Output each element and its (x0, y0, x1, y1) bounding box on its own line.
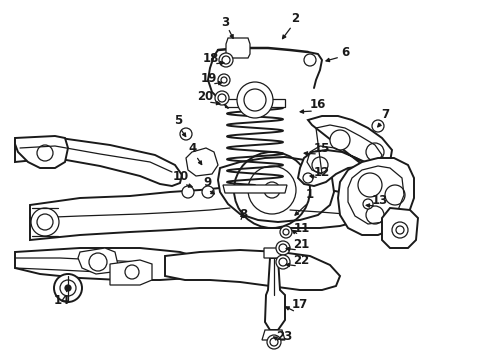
Text: 9: 9 (203, 176, 211, 189)
Polygon shape (30, 185, 359, 240)
Circle shape (266, 335, 281, 349)
Polygon shape (225, 38, 249, 58)
Circle shape (280, 226, 291, 238)
Text: 10: 10 (173, 171, 189, 184)
Polygon shape (297, 116, 391, 186)
Text: 11: 11 (293, 221, 309, 234)
Circle shape (275, 255, 289, 269)
Text: 12: 12 (313, 166, 329, 179)
Text: 23: 23 (275, 329, 291, 342)
Text: 16: 16 (309, 99, 325, 112)
Polygon shape (15, 138, 182, 186)
Circle shape (202, 186, 214, 198)
Circle shape (384, 185, 404, 205)
Circle shape (37, 145, 53, 161)
Circle shape (329, 130, 349, 150)
Circle shape (180, 128, 192, 140)
Text: 14: 14 (54, 293, 70, 306)
Text: 4: 4 (188, 141, 197, 154)
Circle shape (365, 143, 383, 161)
Circle shape (365, 206, 383, 224)
Circle shape (218, 74, 229, 86)
Text: 17: 17 (291, 298, 307, 311)
Circle shape (303, 173, 312, 183)
Polygon shape (262, 330, 285, 340)
Text: 5: 5 (174, 113, 182, 126)
Polygon shape (185, 148, 218, 176)
Circle shape (31, 208, 59, 236)
Circle shape (311, 157, 327, 173)
Circle shape (237, 82, 272, 118)
Polygon shape (15, 136, 68, 168)
Text: 7: 7 (380, 108, 388, 122)
Polygon shape (381, 208, 417, 248)
Text: 22: 22 (292, 253, 308, 266)
Polygon shape (164, 250, 339, 290)
Text: 21: 21 (292, 238, 308, 251)
Circle shape (89, 253, 107, 271)
Polygon shape (337, 158, 413, 235)
Circle shape (371, 120, 383, 132)
Polygon shape (264, 248, 285, 258)
Text: 8: 8 (238, 208, 246, 221)
Circle shape (219, 53, 232, 67)
Circle shape (65, 285, 71, 291)
Circle shape (357, 173, 381, 197)
Text: 3: 3 (221, 15, 228, 28)
Text: 13: 13 (371, 194, 387, 207)
Circle shape (182, 186, 194, 198)
Text: 15: 15 (313, 141, 329, 154)
Circle shape (125, 265, 139, 279)
Text: 6: 6 (340, 45, 348, 58)
Polygon shape (224, 99, 285, 107)
Polygon shape (110, 260, 152, 285)
Polygon shape (223, 185, 286, 193)
Circle shape (391, 222, 407, 238)
Circle shape (362, 199, 372, 209)
Circle shape (304, 54, 315, 66)
Text: 18: 18 (203, 51, 219, 64)
Polygon shape (15, 248, 200, 280)
Text: 1: 1 (305, 189, 313, 202)
Circle shape (54, 274, 82, 302)
Text: 19: 19 (201, 72, 217, 85)
Text: 20: 20 (197, 90, 213, 104)
Polygon shape (78, 248, 118, 274)
Circle shape (275, 241, 289, 255)
Polygon shape (264, 258, 285, 330)
Circle shape (215, 91, 228, 105)
Text: 2: 2 (290, 12, 299, 24)
Polygon shape (218, 157, 333, 222)
